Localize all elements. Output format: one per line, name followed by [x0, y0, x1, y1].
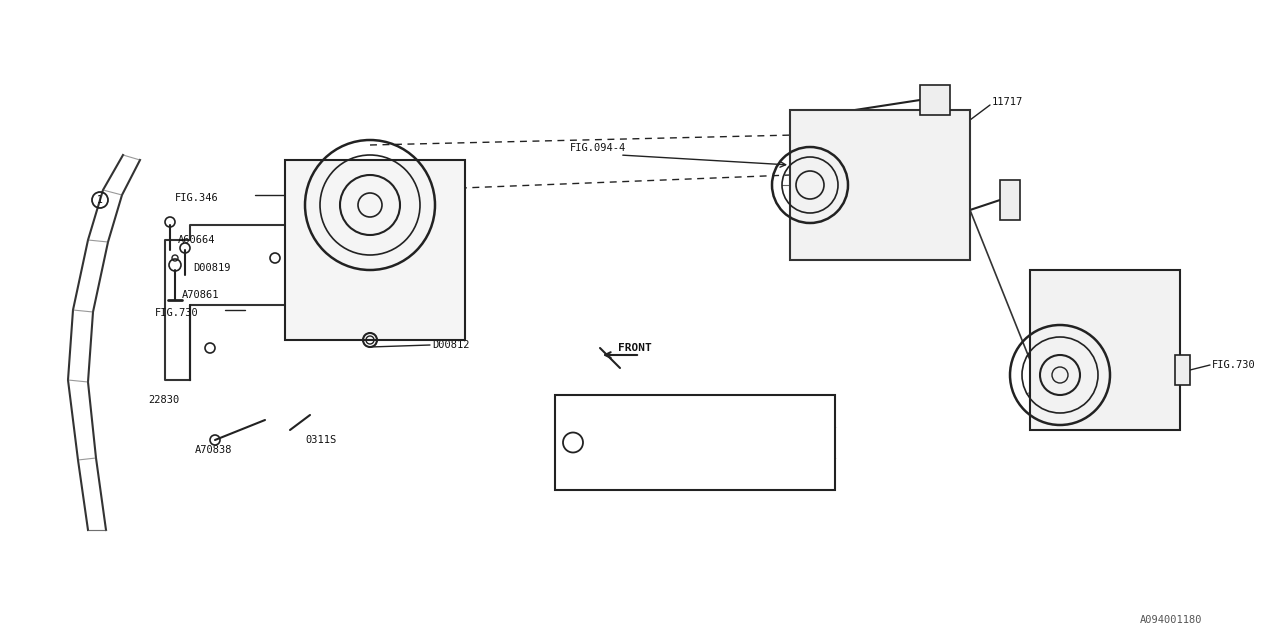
- Text: D00812: D00812: [433, 340, 470, 350]
- Text: 1: 1: [570, 438, 576, 447]
- Text: 11717: 11717: [992, 97, 1023, 107]
- Text: K21830〈'04MY-05MY〉: K21830〈'04MY-05MY〉: [600, 438, 713, 447]
- Text: 1: 1: [97, 195, 102, 205]
- Text: 0311S: 0311S: [305, 435, 337, 445]
- Bar: [1175, 355, 1190, 385]
- Text: A70838: A70838: [195, 445, 233, 455]
- Bar: [790, 110, 970, 260]
- Text: D00819: D00819: [193, 263, 230, 273]
- Text: K21842〈'06MY-〉: K21842〈'06MY-〉: [600, 469, 687, 479]
- Bar: [1030, 270, 1180, 430]
- Text: FIG.730: FIG.730: [1212, 360, 1256, 370]
- Text: K21825〈-'03MY〉: K21825〈-'03MY〉: [600, 406, 687, 416]
- Text: FIG.094-4: FIG.094-4: [570, 143, 626, 153]
- Bar: [920, 85, 950, 115]
- Bar: [285, 160, 465, 340]
- Text: 22830: 22830: [148, 395, 179, 405]
- Text: FIG.346: FIG.346: [175, 193, 219, 203]
- Bar: [556, 395, 835, 490]
- Text: A094001180: A094001180: [1140, 615, 1202, 625]
- Text: FRONT: FRONT: [618, 343, 652, 353]
- Text: FIG.730: FIG.730: [155, 308, 198, 318]
- Text: A60664: A60664: [178, 235, 215, 245]
- Bar: [1000, 180, 1020, 220]
- Text: A70861: A70861: [182, 290, 219, 300]
